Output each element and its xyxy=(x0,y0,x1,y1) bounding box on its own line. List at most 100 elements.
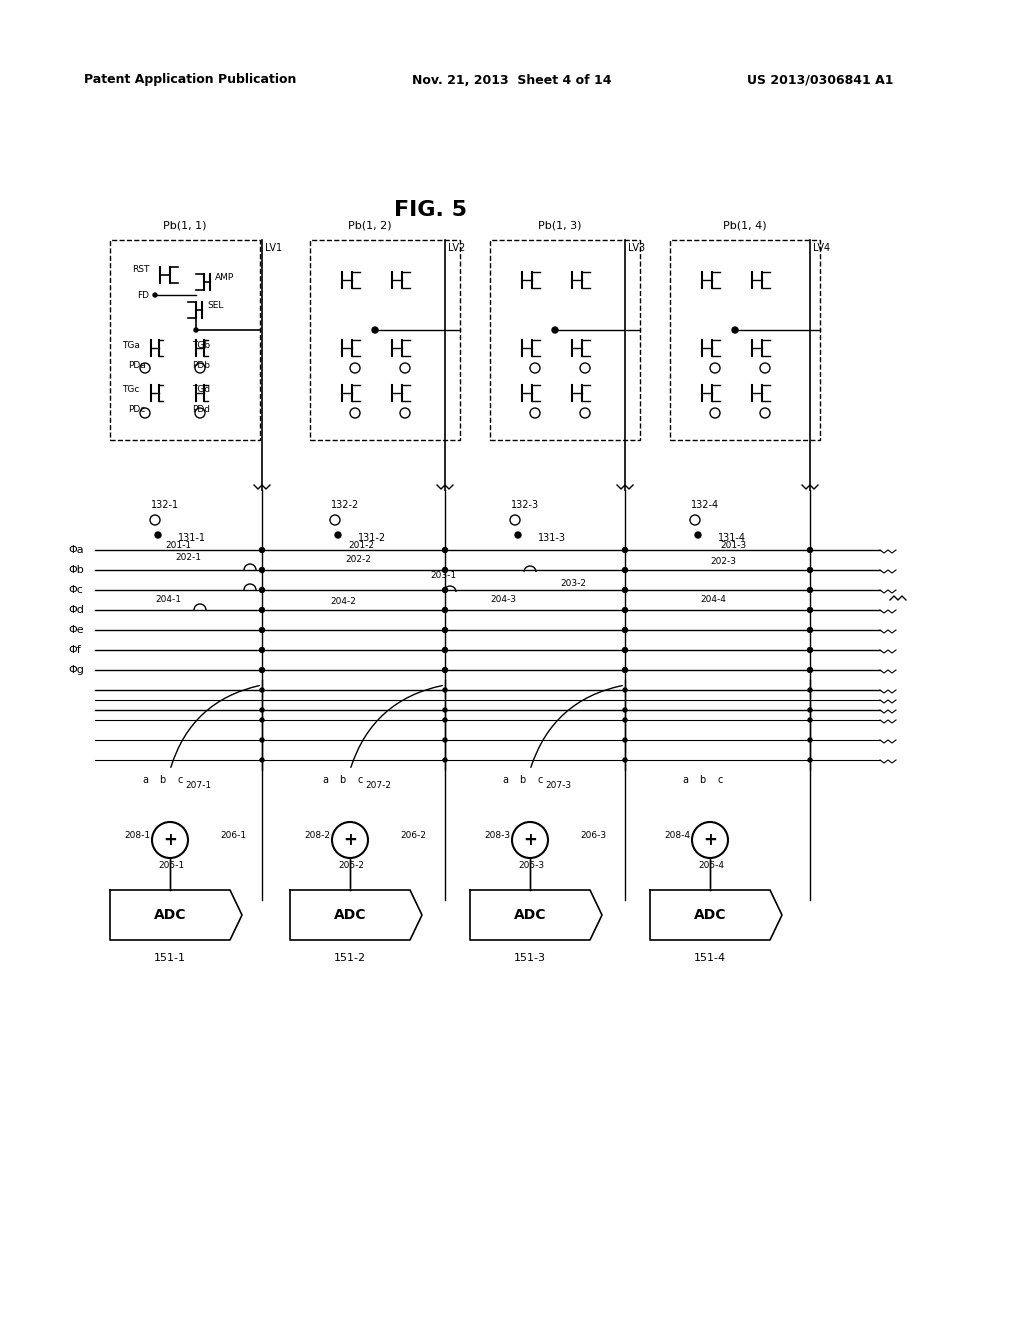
Text: 206-3: 206-3 xyxy=(580,830,606,840)
Text: Φe: Φe xyxy=(68,624,84,635)
Circle shape xyxy=(443,738,447,742)
Circle shape xyxy=(808,587,812,593)
Text: 205-2: 205-2 xyxy=(338,861,364,870)
Bar xyxy=(310,240,460,440)
Circle shape xyxy=(259,607,264,612)
Text: 205-1: 205-1 xyxy=(158,861,184,870)
Circle shape xyxy=(808,648,812,652)
Text: 204-1: 204-1 xyxy=(155,595,181,605)
Circle shape xyxy=(623,718,627,722)
Circle shape xyxy=(443,708,447,711)
Text: LV3: LV3 xyxy=(628,243,645,253)
Circle shape xyxy=(808,758,812,762)
Text: Φd: Φd xyxy=(68,605,84,615)
Circle shape xyxy=(808,548,812,553)
Circle shape xyxy=(552,327,558,333)
Text: 202-2: 202-2 xyxy=(345,556,371,565)
Bar xyxy=(490,240,640,440)
Text: FIG. 5: FIG. 5 xyxy=(393,201,467,220)
Circle shape xyxy=(623,648,628,652)
Circle shape xyxy=(260,708,264,711)
Circle shape xyxy=(623,688,627,692)
Circle shape xyxy=(442,607,447,612)
Text: 132-2: 132-2 xyxy=(331,500,359,510)
Text: 131-1: 131-1 xyxy=(178,533,206,543)
Text: Φb: Φb xyxy=(68,565,84,576)
Text: 208-2: 208-2 xyxy=(304,830,330,840)
Text: 201-2: 201-2 xyxy=(348,540,374,549)
Text: Pb(1, 1): Pb(1, 1) xyxy=(163,220,207,230)
Circle shape xyxy=(695,532,701,539)
Circle shape xyxy=(372,327,378,333)
Text: Pb(1, 3): Pb(1, 3) xyxy=(539,220,582,230)
Text: Φc: Φc xyxy=(68,585,83,595)
Text: LV2: LV2 xyxy=(449,243,465,253)
Circle shape xyxy=(808,668,812,672)
Text: 208-4: 208-4 xyxy=(664,830,690,840)
Circle shape xyxy=(623,548,628,553)
Text: b: b xyxy=(339,775,345,785)
Text: 131-4: 131-4 xyxy=(718,533,746,543)
Text: TGc: TGc xyxy=(122,385,139,395)
Text: b: b xyxy=(159,775,165,785)
Text: 151-1: 151-1 xyxy=(154,953,186,964)
Text: a: a xyxy=(682,775,688,785)
Text: PDb: PDb xyxy=(193,360,210,370)
Text: 132-4: 132-4 xyxy=(691,500,719,510)
Circle shape xyxy=(442,627,447,632)
Bar xyxy=(110,240,260,440)
Circle shape xyxy=(260,738,264,742)
Text: Φf: Φf xyxy=(68,645,81,655)
Text: 201-1: 201-1 xyxy=(165,540,191,549)
Text: Patent Application Publication: Patent Application Publication xyxy=(84,74,296,87)
Circle shape xyxy=(259,648,264,652)
Text: +: + xyxy=(343,832,357,849)
Circle shape xyxy=(808,718,812,722)
Text: +: + xyxy=(703,832,717,849)
Circle shape xyxy=(623,668,628,672)
Text: 204-3: 204-3 xyxy=(490,595,516,605)
Circle shape xyxy=(260,688,264,692)
Text: 206-2: 206-2 xyxy=(400,830,426,840)
Text: RST: RST xyxy=(132,265,150,275)
Text: 207-2: 207-2 xyxy=(365,780,391,789)
Text: LV4: LV4 xyxy=(813,243,830,253)
Text: 208-3: 208-3 xyxy=(484,830,510,840)
Text: 151-3: 151-3 xyxy=(514,953,546,964)
Polygon shape xyxy=(290,890,422,940)
Text: PDa: PDa xyxy=(128,360,145,370)
Text: FD: FD xyxy=(137,290,150,300)
Text: ADC: ADC xyxy=(693,908,726,921)
Circle shape xyxy=(808,607,812,612)
Text: 203-2: 203-2 xyxy=(560,578,586,587)
Text: 132-3: 132-3 xyxy=(511,500,539,510)
Text: 204-2: 204-2 xyxy=(330,598,356,606)
Circle shape xyxy=(808,627,812,632)
Text: c: c xyxy=(718,775,723,785)
Circle shape xyxy=(623,568,628,573)
Circle shape xyxy=(259,568,264,573)
Text: +: + xyxy=(523,832,537,849)
Circle shape xyxy=(442,587,447,593)
Text: ADC: ADC xyxy=(334,908,367,921)
Circle shape xyxy=(442,648,447,652)
Polygon shape xyxy=(110,890,242,940)
Text: 204-4: 204-4 xyxy=(700,595,726,605)
Text: 206-1: 206-1 xyxy=(220,830,246,840)
Circle shape xyxy=(732,327,738,333)
Text: c: c xyxy=(177,775,182,785)
Text: 202-1: 202-1 xyxy=(175,553,201,562)
Text: Φa: Φa xyxy=(68,545,84,554)
Circle shape xyxy=(443,688,447,692)
Text: 202-3: 202-3 xyxy=(710,557,736,566)
Text: 131-2: 131-2 xyxy=(358,533,386,543)
Text: PDd: PDd xyxy=(193,405,210,414)
Circle shape xyxy=(259,668,264,672)
Text: 203-1: 203-1 xyxy=(430,570,456,579)
Text: c: c xyxy=(357,775,362,785)
Text: 201-3: 201-3 xyxy=(720,540,746,549)
Text: +: + xyxy=(163,832,177,849)
Circle shape xyxy=(623,627,628,632)
Text: Φg: Φg xyxy=(68,665,84,675)
Circle shape xyxy=(623,758,627,762)
